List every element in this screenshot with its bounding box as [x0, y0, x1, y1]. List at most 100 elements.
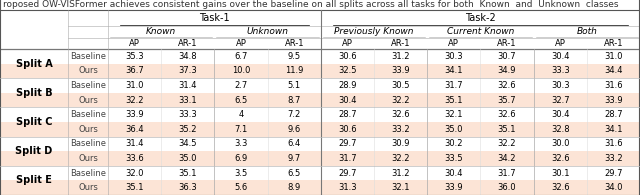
Text: 30.9: 30.9	[391, 139, 410, 148]
Text: 33.9: 33.9	[604, 96, 623, 105]
Text: Split B: Split B	[16, 88, 52, 98]
Text: 31.6: 31.6	[604, 139, 623, 148]
Text: 3.3: 3.3	[234, 139, 248, 148]
Bar	[0, 78, 640, 93]
Text: 36.0: 36.0	[498, 183, 516, 192]
Text: 9.7: 9.7	[287, 154, 301, 163]
Text: 7.2: 7.2	[287, 110, 301, 119]
Text: 30.4: 30.4	[551, 52, 570, 61]
Text: 6.5: 6.5	[234, 96, 248, 105]
Text: 31.7: 31.7	[338, 154, 356, 163]
Text: AR-1: AR-1	[178, 39, 198, 48]
Text: 35.1: 35.1	[498, 125, 516, 134]
Text: AP: AP	[129, 39, 140, 48]
Text: 36.4: 36.4	[125, 125, 144, 134]
Text: AP: AP	[555, 39, 566, 48]
Text: Ours: Ours	[78, 66, 98, 75]
Text: 32.5: 32.5	[338, 66, 356, 75]
Text: Ours: Ours	[78, 154, 98, 163]
Text: AP: AP	[342, 39, 353, 48]
Text: 30.6: 30.6	[338, 125, 356, 134]
Bar	[0, 151, 640, 166]
Text: 33.2: 33.2	[391, 125, 410, 134]
Text: AP: AP	[449, 39, 460, 48]
Text: 31.2: 31.2	[391, 52, 410, 61]
Text: 33.3: 33.3	[179, 110, 197, 119]
Text: 35.1: 35.1	[125, 183, 144, 192]
Text: 35.1: 35.1	[179, 169, 197, 178]
Text: 28.7: 28.7	[604, 110, 623, 119]
Text: Ours: Ours	[78, 183, 98, 192]
Text: 6.9: 6.9	[234, 154, 248, 163]
Text: 32.8: 32.8	[551, 125, 570, 134]
Text: 30.4: 30.4	[551, 110, 570, 119]
Bar	[0, 166, 640, 180]
Text: 2.7: 2.7	[234, 81, 248, 90]
Text: 36.7: 36.7	[125, 66, 144, 75]
Text: 31.0: 31.0	[604, 52, 623, 61]
Text: Split D: Split D	[15, 146, 52, 156]
Text: 32.2: 32.2	[125, 96, 144, 105]
Text: 30.6: 30.6	[338, 52, 356, 61]
Text: 6.7: 6.7	[234, 52, 248, 61]
Text: AR-1: AR-1	[497, 39, 516, 48]
Text: 31.7: 31.7	[498, 169, 516, 178]
Text: 4: 4	[238, 110, 244, 119]
Text: 35.0: 35.0	[445, 125, 463, 134]
Text: 6.5: 6.5	[287, 169, 301, 178]
Bar	[0, 137, 640, 151]
Text: 34.2: 34.2	[498, 154, 516, 163]
Text: Baseline: Baseline	[70, 81, 106, 90]
Text: 3.5: 3.5	[234, 169, 248, 178]
Text: Both: Both	[577, 27, 597, 36]
Text: 34.4: 34.4	[604, 66, 623, 75]
Text: 30.1: 30.1	[551, 169, 570, 178]
Text: AP: AP	[236, 39, 246, 48]
Text: 31.3: 31.3	[338, 183, 356, 192]
Text: 30.3: 30.3	[551, 81, 570, 90]
Text: 11.9: 11.9	[285, 66, 303, 75]
Text: 32.6: 32.6	[391, 110, 410, 119]
Text: 30.3: 30.3	[445, 52, 463, 61]
Text: Baseline: Baseline	[70, 52, 106, 61]
Text: 30.4: 30.4	[338, 96, 356, 105]
Bar	[0, 122, 640, 137]
Text: 34.8: 34.8	[179, 52, 197, 61]
Text: 35.2: 35.2	[179, 125, 197, 134]
Text: 34.1: 34.1	[445, 66, 463, 75]
Text: 35.1: 35.1	[445, 96, 463, 105]
Text: AR-1: AR-1	[284, 39, 304, 48]
Text: 6.4: 6.4	[287, 139, 301, 148]
Text: 32.2: 32.2	[391, 96, 410, 105]
Bar	[0, 180, 640, 195]
Text: 33.6: 33.6	[125, 154, 144, 163]
Text: Split C: Split C	[16, 117, 52, 127]
Text: 10.0: 10.0	[232, 66, 250, 75]
Text: 9.6: 9.6	[287, 125, 301, 134]
Text: 32.1: 32.1	[391, 183, 410, 192]
Text: Ours: Ours	[78, 96, 98, 105]
Text: 7.1: 7.1	[234, 125, 248, 134]
Text: 33.2: 33.2	[604, 154, 623, 163]
Text: 30.5: 30.5	[391, 81, 410, 90]
Text: 28.7: 28.7	[338, 110, 356, 119]
Text: 31.4: 31.4	[125, 139, 144, 148]
Text: 30.2: 30.2	[445, 139, 463, 148]
Text: Split E: Split E	[16, 175, 52, 185]
Text: 35.3: 35.3	[125, 52, 144, 61]
Text: 31.7: 31.7	[445, 81, 463, 90]
Text: 33.5: 33.5	[445, 154, 463, 163]
Text: 33.1: 33.1	[179, 96, 197, 105]
Text: 34.5: 34.5	[179, 139, 197, 148]
Text: 34.9: 34.9	[498, 66, 516, 75]
Bar	[0, 107, 640, 122]
Text: Split A: Split A	[15, 59, 52, 69]
Text: Unknown: Unknown	[246, 27, 289, 36]
Text: 30.4: 30.4	[445, 169, 463, 178]
Text: Task-2: Task-2	[465, 13, 496, 23]
Text: 32.7: 32.7	[551, 96, 570, 105]
Text: 32.0: 32.0	[125, 169, 144, 178]
Bar	[0, 93, 640, 107]
Text: 8.9: 8.9	[287, 183, 301, 192]
Text: 31.0: 31.0	[125, 81, 144, 90]
